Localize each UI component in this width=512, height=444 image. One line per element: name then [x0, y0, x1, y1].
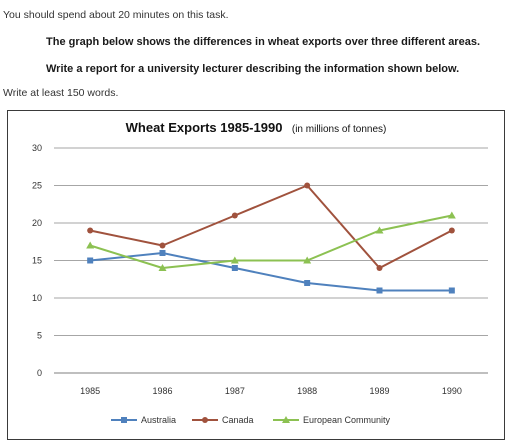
series-line-australia	[90, 252, 452, 292]
x-tick-label: 1985	[80, 386, 100, 396]
y-axis-ticks: 0 5 10 15 20 25 30	[32, 143, 42, 378]
x-tick-label: 1987	[225, 386, 245, 396]
legend-item-australia: Australia	[111, 415, 176, 425]
task-word-count: Write at least 150 words.	[3, 87, 119, 99]
data-point-circle	[159, 242, 166, 249]
y-tick-label: 20	[32, 218, 42, 228]
series-layer	[86, 182, 456, 294]
line-chart: Wheat Exports 1985-1990 (in millions of …	[32, 119, 488, 425]
data-point-circle	[304, 182, 311, 189]
x-tick-label: 1989	[369, 386, 389, 396]
legend-item-canada: Canada	[192, 415, 254, 425]
task-time-instruction: You should spend about 20 minutes on thi…	[3, 9, 229, 21]
data-point-triangle	[158, 264, 167, 271]
x-axis-ticks: 1985 1986 1987 1988 1989 1990	[80, 386, 462, 396]
x-tick-label: 1990	[442, 386, 462, 396]
chart-title-group: Wheat Exports 1985-1990 (in millions of …	[126, 119, 387, 136]
data-point-circle	[448, 227, 455, 234]
gridlines	[54, 147, 488, 374]
data-point-triangle	[447, 211, 456, 219]
legend-label: Canada	[222, 415, 254, 425]
data-point-circle	[231, 212, 238, 219]
data-point-square	[231, 265, 238, 271]
data-point-triangle	[375, 226, 384, 234]
y-tick-label: 25	[32, 181, 42, 191]
chart-title: Wheat Exports 1985-1990	[126, 120, 283, 135]
y-tick-label: 15	[32, 256, 42, 266]
legend-label: European Community	[303, 415, 391, 425]
series-line-european-community	[89, 214, 453, 269]
data-point-circle	[202, 417, 208, 423]
task-description: The graph below shows the differences in…	[46, 36, 481, 48]
data-point-triangle	[282, 416, 290, 423]
data-point-circle	[376, 265, 383, 271]
data-point-square	[448, 287, 455, 294]
y-tick-label: 30	[32, 143, 42, 153]
data-point-triangle	[303, 256, 312, 264]
x-tick-label: 1988	[297, 386, 317, 396]
series-canada	[87, 182, 455, 271]
data-point-triangle	[230, 256, 239, 264]
legend-label: Australia	[141, 415, 176, 425]
data-point-square	[87, 257, 94, 264]
series-australia	[87, 250, 455, 294]
series-line-canada	[89, 184, 453, 269]
task-writing-instruction: Write a report for a university lecturer…	[46, 63, 460, 75]
data-point-square	[304, 280, 311, 286]
chart-container: Wheat Exports 1985-1990 (in millions of …	[7, 110, 505, 440]
series-european-community	[86, 211, 456, 271]
y-tick-label: 10	[32, 293, 42, 303]
y-tick-label: 5	[37, 331, 42, 341]
chart-subtitle: (in millions of tonnes)	[292, 124, 386, 135]
data-point-square	[159, 250, 166, 256]
x-tick-label: 1986	[152, 386, 172, 396]
legend: Australia Canada European Community	[111, 415, 391, 425]
legend-item-european-community: European Community	[273, 415, 391, 425]
y-tick-label: 0	[37, 368, 42, 378]
data-point-square	[121, 417, 127, 423]
data-point-triangle	[86, 241, 95, 249]
data-point-square	[376, 287, 383, 294]
data-point-circle	[87, 227, 94, 234]
